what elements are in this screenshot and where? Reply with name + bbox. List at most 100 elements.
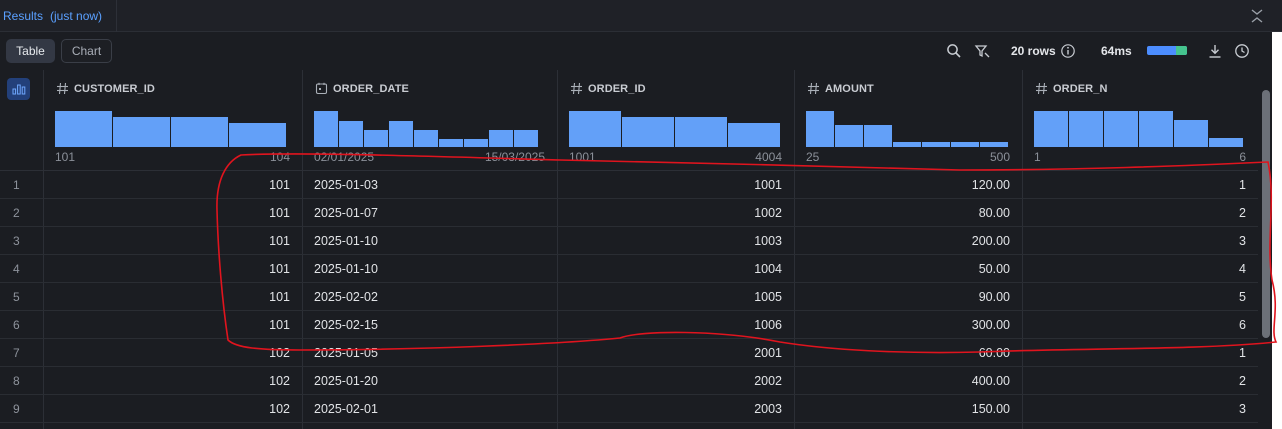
filter-icon[interactable]	[974, 43, 990, 59]
chart-view-button[interactable]: Chart	[61, 39, 112, 63]
histogram-bar	[364, 130, 388, 147]
table-view-button[interactable]: Table	[6, 39, 55, 63]
column-histogram[interactable]	[1034, 109, 1244, 147]
hash-icon	[807, 82, 820, 95]
cell-customer-id[interactable]: 102	[43, 339, 302, 367]
row-number: 4	[0, 255, 43, 283]
cell-order-n[interactable]: 1	[1022, 171, 1258, 199]
cell-order-date[interactable]: 2025-01-10	[302, 227, 557, 255]
table-row[interactable]: 8 102 2025-01-20 2002 400.00 2	[0, 367, 1258, 395]
cell-order-date[interactable]: 2025-02-15	[302, 311, 557, 339]
column-header[interactable]: ORDER_N 1 6	[1023, 70, 1258, 171]
histogram-bar	[489, 130, 513, 147]
table-row[interactable]: 2 101 2025-01-07 1002 80.00 2	[0, 199, 1258, 227]
cell-customer-id[interactable]: 101	[43, 311, 302, 339]
cell-customer-id[interactable]: 102	[43, 367, 302, 395]
results-tab-time: (just now)	[50, 9, 102, 23]
column-name: CUSTOMER_ID	[74, 83, 155, 95]
column-header[interactable]: CUSTOMER_ID 101 104	[44, 70, 302, 171]
cell-order-id[interactable]: 2001	[557, 339, 794, 367]
histogram-bar	[55, 111, 112, 147]
table-row[interactable]: 6 101 2025-02-15 1006 300.00 6	[0, 311, 1258, 339]
cell-amount[interactable]: 60.00	[794, 339, 1022, 367]
row-number: 2	[0, 199, 43, 227]
collapse-icon[interactable]	[1250, 7, 1264, 25]
cell-order-date[interactable]: 2025-02-02	[302, 283, 557, 311]
cell-order-date[interactable]: 2025-02-01	[302, 395, 557, 423]
cell-customer-id[interactable]: 101	[43, 255, 302, 283]
cell-order-id[interactable]: 1003	[557, 227, 794, 255]
row-number: 1	[0, 171, 43, 199]
cell-order-n[interactable]: 2	[1022, 199, 1258, 227]
cell-amount[interactable]: 120.00	[794, 171, 1022, 199]
column-header[interactable]: ORDER_DATE 02/01/2025 15/03/2025	[303, 70, 557, 171]
history-icon[interactable]	[1234, 43, 1250, 59]
column-title[interactable]: ORDER_ID	[570, 82, 646, 95]
column-title[interactable]: CUSTOMER_ID	[56, 82, 155, 95]
cell-order-id[interactable]: 1005	[557, 283, 794, 311]
row-number: 8	[0, 367, 43, 395]
table-row[interactable]: 5 101 2025-02-02 1005 90.00 5	[0, 283, 1258, 311]
column-title[interactable]: AMOUNT	[807, 82, 874, 95]
scrollbar-thumb[interactable]	[1262, 90, 1270, 338]
histogram-bar	[314, 111, 338, 147]
cell-customer-id[interactable]: 101	[43, 283, 302, 311]
cell-order-date[interactable]: 2025-01-10	[302, 255, 557, 283]
cell-order-date[interactable]: 2025-01-03	[302, 171, 557, 199]
cell-order-n[interactable]: 3	[1022, 395, 1258, 423]
results-tab[interactable]: Results (just now)	[0, 0, 117, 32]
bar-chart-icon	[12, 83, 26, 95]
cell-order-id[interactable]: 1002	[557, 199, 794, 227]
column-max: 4004	[755, 150, 782, 164]
cell-amount[interactable]: 300.00	[794, 311, 1022, 339]
column-max: 104	[270, 150, 290, 164]
cell-amount[interactable]: 50.00	[794, 255, 1022, 283]
download-icon[interactable]	[1207, 43, 1223, 59]
cell-order-date[interactable]: 2025-01-05	[302, 339, 557, 367]
table-row[interactable]: 4 101 2025-01-10 1004 50.00 4	[0, 255, 1258, 283]
column-histogram[interactable]	[55, 109, 287, 147]
cell-amount[interactable]: 200.00	[794, 227, 1022, 255]
column-title[interactable]: ORDER_N	[1035, 82, 1108, 95]
cell-order-id[interactable]: 1001	[557, 171, 794, 199]
column-histogram[interactable]	[806, 109, 1009, 147]
cell-order-id[interactable]: 1006	[557, 311, 794, 339]
histogram-bar	[622, 117, 674, 147]
cell-customer-id[interactable]: 101	[43, 227, 302, 255]
cell-order-n[interactable]: 2	[1022, 367, 1258, 395]
table-row[interactable]: 9 102 2025-02-01 2003 150.00 3	[0, 395, 1258, 423]
cell-amount[interactable]: 400.00	[794, 367, 1022, 395]
cell-customer-id[interactable]: 101	[43, 199, 302, 227]
column-header[interactable]: ORDER_ID 1001 4004	[558, 70, 794, 171]
cell-order-id[interactable]: 1004	[557, 255, 794, 283]
cell-order-n[interactable]: 5	[1022, 283, 1258, 311]
cell-order-n[interactable]: 1	[1022, 339, 1258, 367]
cell-order-n[interactable]: 3	[1022, 227, 1258, 255]
row-number: 6	[0, 311, 43, 339]
cell-order-n[interactable]: 4	[1022, 255, 1258, 283]
search-icon[interactable]	[946, 43, 962, 59]
results-grid: CUSTOMER_ID 101 104 ORDER_DATE 02/01/2025 15/…	[0, 70, 1258, 429]
column-histogram[interactable]	[569, 109, 781, 147]
cell-order-date[interactable]: 2025-01-07	[302, 199, 557, 227]
column-histogram[interactable]	[314, 109, 539, 147]
column-header[interactable]: AMOUNT 25 500	[795, 70, 1022, 171]
cell-customer-id[interactable]: 101	[43, 171, 302, 199]
column-title[interactable]: ORDER_DATE	[315, 82, 409, 95]
cell-amount[interactable]: 80.00	[794, 199, 1022, 227]
table-row[interactable]: 3 101 2025-01-10 1003 200.00 3	[0, 227, 1258, 255]
cell-amount[interactable]: 150.00	[794, 395, 1022, 423]
info-icon[interactable]	[1060, 43, 1076, 59]
table-row[interactable]: 7 102 2025-01-05 2001 60.00 1	[0, 339, 1258, 367]
cell-order-id[interactable]: 2002	[557, 367, 794, 395]
cell-order-id[interactable]: 2003	[557, 395, 794, 423]
histogram-bar	[1139, 111, 1173, 147]
cell-order-date[interactable]: 2025-01-20	[302, 367, 557, 395]
row-number: 3	[0, 227, 43, 255]
column-min: 25	[806, 150, 819, 164]
cell-customer-id[interactable]: 102	[43, 395, 302, 423]
table-row[interactable]: 1 101 2025-01-03 1001 120.00 1	[0, 171, 1258, 199]
column-stats-button[interactable]	[7, 78, 30, 100]
cell-amount[interactable]: 90.00	[794, 283, 1022, 311]
cell-order-n[interactable]: 6	[1022, 311, 1258, 339]
